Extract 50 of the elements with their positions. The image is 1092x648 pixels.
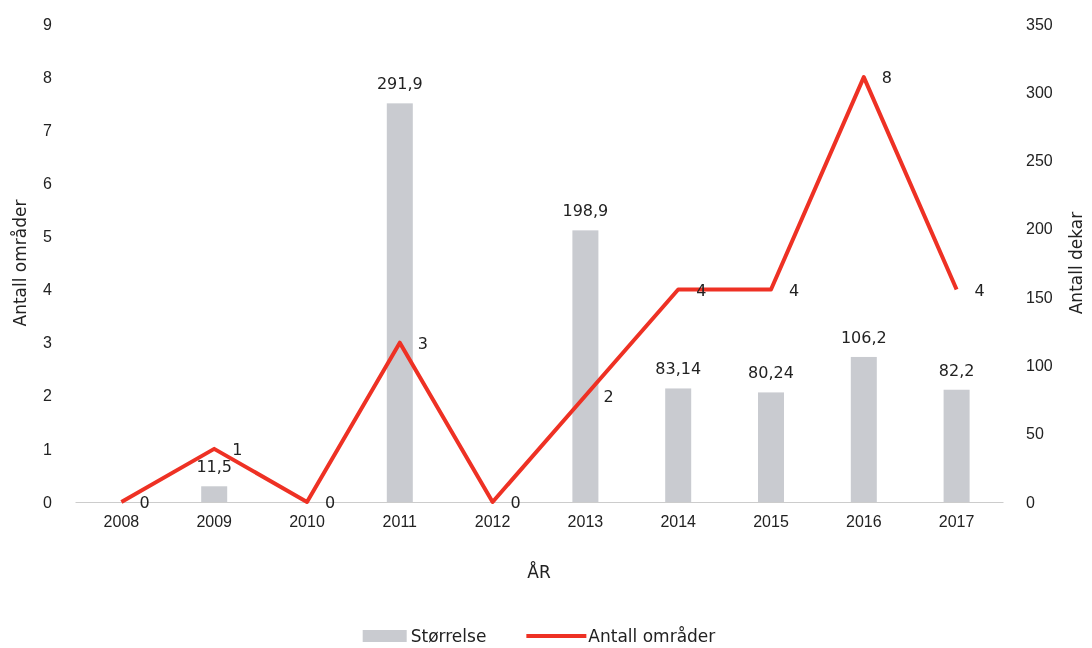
data-label: 0 bbox=[510, 493, 521, 512]
x-tick-label: 2015 bbox=[753, 513, 789, 531]
y-tick-label: 0 bbox=[43, 493, 53, 511]
data-label: 291,9 bbox=[376, 74, 423, 94]
y2-tick-label: 0 bbox=[1026, 493, 1035, 511]
data-label: 2 bbox=[603, 386, 614, 406]
data-label: 82,2 bbox=[938, 360, 975, 380]
y2-tick-label: 300 bbox=[1026, 83, 1053, 101]
y2-tick-label: 350 bbox=[1026, 15, 1053, 33]
data-label: 1 bbox=[232, 439, 243, 459]
data-label: 4 bbox=[974, 280, 985, 300]
x-axis-title: ÅR bbox=[527, 561, 551, 582]
data-label: 198,9 bbox=[562, 201, 609, 221]
legend-label: Antall områder bbox=[588, 626, 716, 646]
y-tick-label: 3 bbox=[43, 334, 53, 352]
y-tick-label: 8 bbox=[43, 68, 53, 86]
y-tick-label: 2 bbox=[43, 387, 53, 405]
x-tick-label: 2016 bbox=[846, 513, 882, 531]
y-tick-label: 9 bbox=[43, 15, 53, 33]
y-tick-label: 1 bbox=[43, 440, 53, 458]
data-label: 11,5 bbox=[196, 457, 233, 477]
y-axis-title: Antall områder bbox=[10, 199, 30, 327]
data-label: 3 bbox=[417, 333, 428, 353]
legend-label: Størrelse bbox=[410, 626, 487, 646]
x-tick-label: 2014 bbox=[660, 513, 697, 531]
x-tick-label: 2017 bbox=[938, 513, 975, 531]
data-label: 0 bbox=[325, 493, 336, 512]
data-label: 4 bbox=[789, 280, 800, 300]
x-tick-label: 2012 bbox=[474, 513, 511, 531]
x-tick-label: 2008 bbox=[103, 513, 140, 531]
y2-tick-label: 250 bbox=[1026, 152, 1053, 170]
data-label: 106,2 bbox=[840, 327, 887, 347]
y-tick-label: 4 bbox=[43, 281, 53, 299]
y-tick-label: 7 bbox=[43, 121, 53, 139]
x-tick-label: 2011 bbox=[382, 513, 418, 531]
x-tick-label: 2009 bbox=[196, 513, 233, 531]
data-label: 0 bbox=[139, 493, 150, 512]
data-label: 8 bbox=[881, 68, 892, 88]
y2-tick-label: 50 bbox=[1026, 425, 1044, 443]
data-label: 80,24 bbox=[748, 363, 794, 383]
data-label: 83,14 bbox=[655, 359, 702, 379]
y2-axis-title: Antall dekar bbox=[1066, 211, 1086, 315]
x-tick-label: 2010 bbox=[289, 513, 325, 531]
y-tick-label: 6 bbox=[43, 174, 53, 192]
y2-tick-label: 200 bbox=[1026, 220, 1053, 238]
x-tick-label: 2013 bbox=[567, 513, 604, 531]
y-tick-label: 5 bbox=[43, 228, 53, 246]
data-label: 4 bbox=[696, 280, 707, 300]
y2-tick-label: 150 bbox=[1026, 288, 1053, 306]
y2-tick-label: 100 bbox=[1026, 357, 1053, 375]
